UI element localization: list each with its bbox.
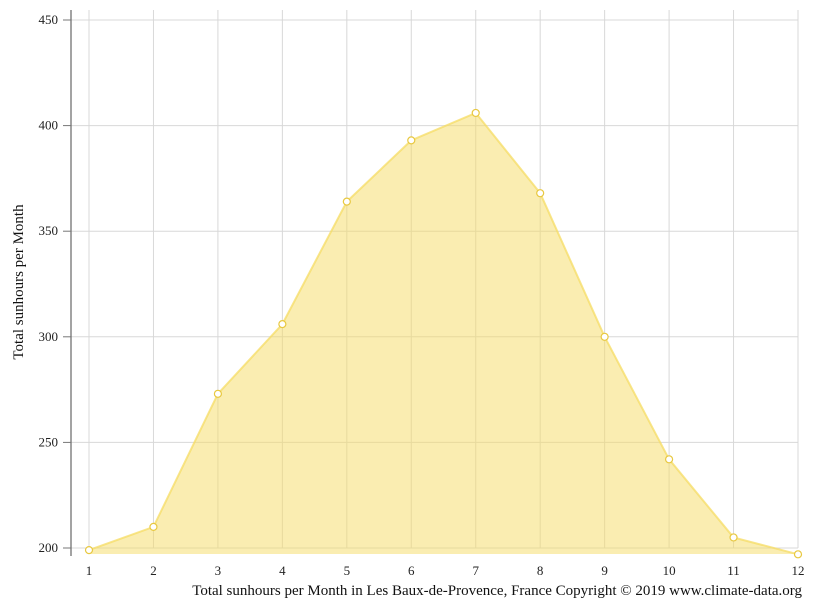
data-point	[793, 550, 803, 559]
data-point	[471, 108, 480, 118]
y-tick-label: 400	[39, 118, 59, 133]
sunhours-line	[88, 111, 799, 556]
data-point	[213, 389, 223, 398]
x-tick-label: 6	[408, 563, 415, 578]
sunhours-area	[89, 112, 798, 555]
x-axis-ticks: 1 2 3 4 5 6 7 8 9 10 11 12	[86, 563, 805, 578]
x-tick-label: 12	[792, 563, 805, 578]
y-axis-title: Total sunhours per Month	[11, 204, 27, 360]
data-point	[600, 332, 609, 341]
chart-caption: Total sunhours per Month in Les Baux-de-…	[192, 583, 802, 599]
x-tick-label: 4	[279, 563, 286, 578]
x-tick-label: 9	[601, 563, 608, 578]
y-tick-label: 450	[39, 12, 59, 27]
data-point	[729, 533, 738, 542]
data-points	[84, 108, 803, 559]
y-tick-label: 300	[39, 329, 59, 344]
data-point	[278, 320, 287, 329]
x-tick-label: 10	[663, 563, 676, 578]
y-tick-label: 350	[39, 223, 59, 238]
x-tick-label: 7	[472, 563, 479, 578]
data-point	[664, 455, 674, 464]
x-tick-label: 8	[537, 563, 544, 578]
x-tick-label: 11	[727, 563, 740, 578]
data-point	[407, 136, 416, 145]
data-point	[149, 522, 158, 531]
data-point	[342, 197, 351, 206]
y-tick-label: 250	[39, 434, 59, 449]
y-tick-label: 200	[39, 540, 59, 555]
x-tick-label: 2	[150, 563, 157, 578]
data-point	[536, 189, 545, 198]
x-tick-label: 5	[344, 563, 351, 578]
y-axis-ticks: 200 250 300 350 400 450	[39, 12, 71, 555]
x-tick-label: 1	[86, 563, 93, 578]
data-point	[84, 546, 94, 555]
x-tick-label: 3	[215, 563, 222, 578]
